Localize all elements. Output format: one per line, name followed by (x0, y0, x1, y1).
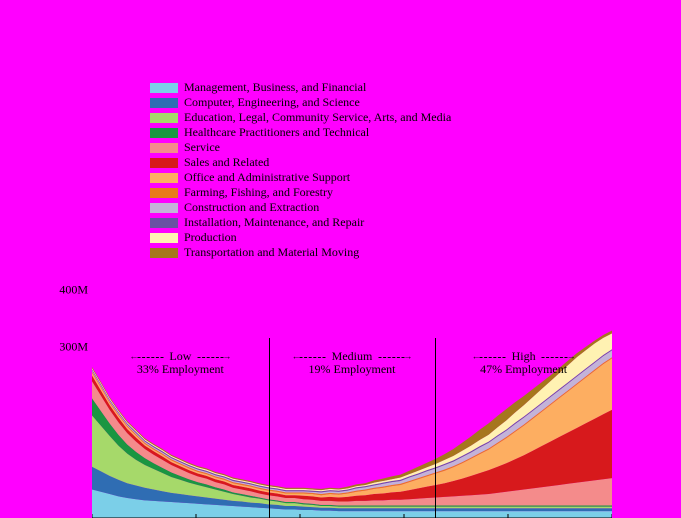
region-divider (269, 338, 270, 518)
legend-item: Healthcare Practitioners and Technical (150, 125, 451, 140)
legend-label: Management, Business, and Financial (184, 80, 366, 95)
legend-label: Construction and Extraction (184, 200, 319, 215)
legend-swatch (150, 83, 178, 93)
stacked-area-chart (92, 290, 612, 518)
plot-area: ←Low→33% Employment ←Medium→19% Employmen… (92, 290, 612, 518)
legend-label: Computer, Engineering, and Science (184, 95, 360, 110)
legend-label: Service (184, 140, 220, 155)
legend-item: Sales and Related (150, 155, 451, 170)
legend: Management, Business, and FinancialCompu… (150, 80, 451, 260)
legend-swatch (150, 218, 178, 228)
y-tick-label: 300M (59, 340, 88, 355)
legend-item: Production (150, 230, 451, 245)
region-annotation: ←High→47% Employment (480, 350, 567, 376)
legend-item: Computer, Engineering, and Science (150, 95, 451, 110)
legend-swatch (150, 203, 178, 213)
region-annotation: ←Medium→19% Employment (309, 350, 396, 376)
y-axis: 300M400M (48, 290, 88, 518)
legend-swatch (150, 173, 178, 183)
legend-swatch (150, 143, 178, 153)
legend-swatch (150, 113, 178, 123)
legend-label: Transportation and Material Moving (184, 245, 359, 260)
legend-label: Healthcare Practitioners and Technical (184, 125, 369, 140)
region-divider (435, 338, 436, 518)
legend-label: Education, Legal, Community Service, Art… (184, 110, 451, 125)
legend-item: Installation, Maintenance, and Repair (150, 215, 451, 230)
legend-label: Office and Administrative Support (184, 170, 350, 185)
legend-swatch (150, 128, 178, 138)
legend-swatch (150, 233, 178, 243)
legend-swatch (150, 188, 178, 198)
legend-item: Transportation and Material Moving (150, 245, 451, 260)
legend-item: Service (150, 140, 451, 155)
legend-item: Office and Administrative Support (150, 170, 451, 185)
legend-swatch (150, 158, 178, 168)
legend-item: Management, Business, and Financial (150, 80, 451, 95)
legend-swatch (150, 248, 178, 258)
legend-item: Construction and Extraction (150, 200, 451, 215)
legend-label: Installation, Maintenance, and Repair (184, 215, 364, 230)
legend-label: Sales and Related (184, 155, 269, 170)
y-tick-label: 400M (59, 283, 88, 298)
legend-swatch (150, 98, 178, 108)
legend-label: Farming, Fishing, and Forestry (184, 185, 333, 200)
legend-item: Education, Legal, Community Service, Art… (150, 110, 451, 125)
legend-label: Production (184, 230, 237, 245)
region-annotation: ←Low→33% Employment (137, 350, 224, 376)
legend-item: Farming, Fishing, and Forestry (150, 185, 451, 200)
